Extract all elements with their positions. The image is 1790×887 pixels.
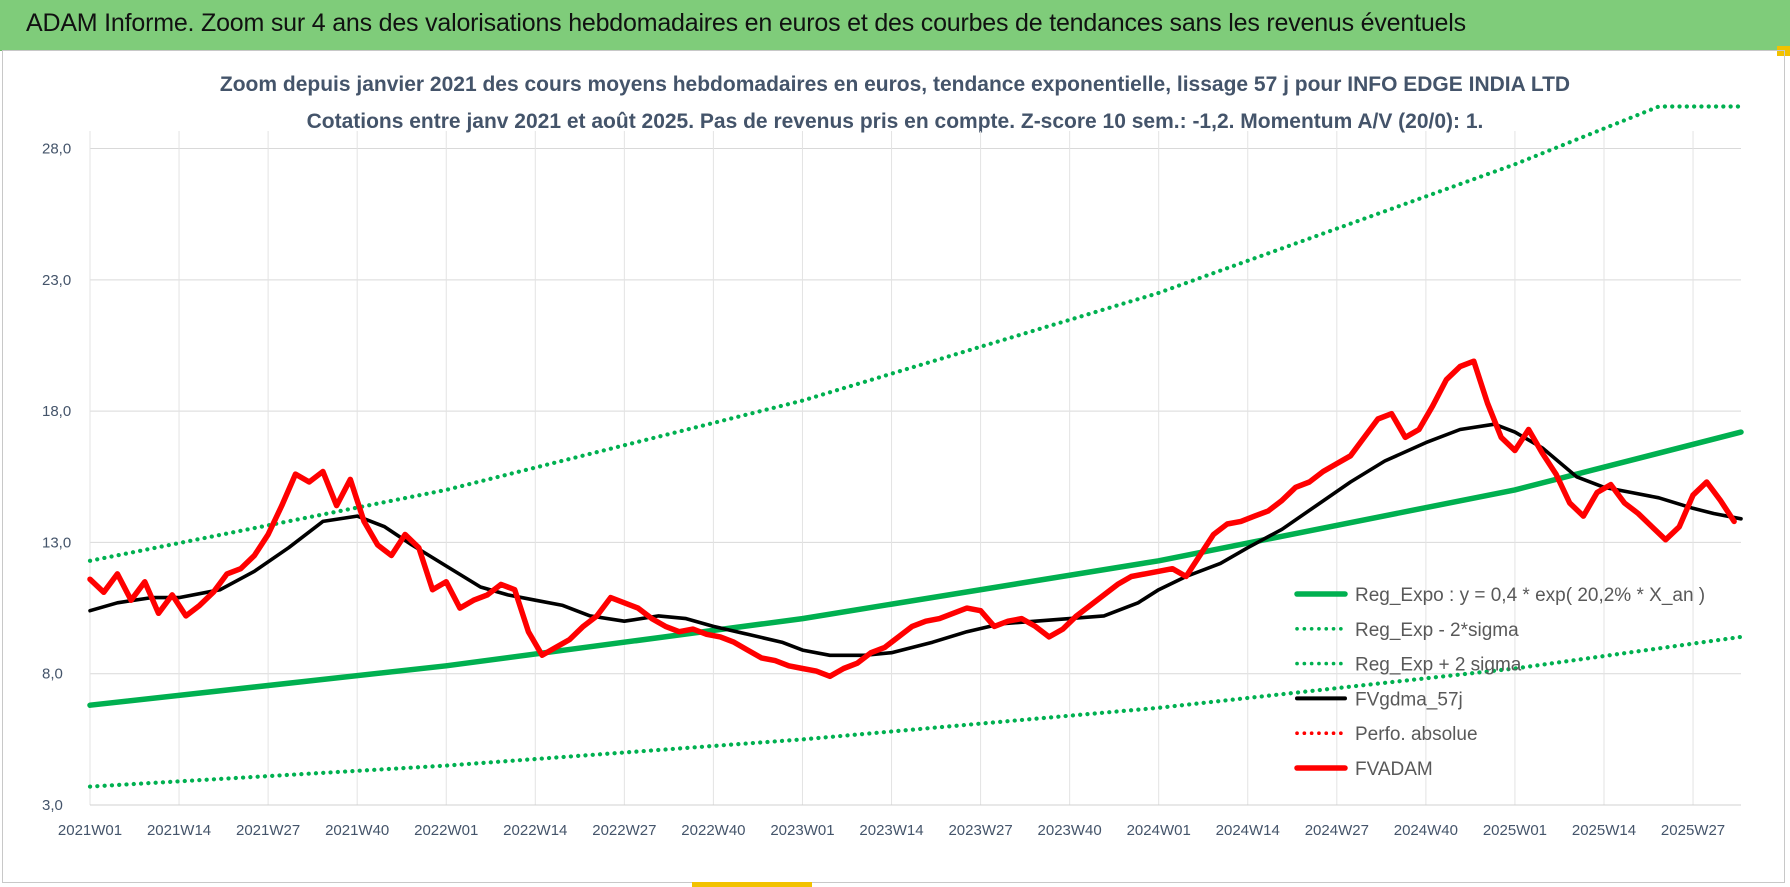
series-line-0	[87, 429, 1744, 708]
y-tick-label: 28,0	[42, 141, 71, 158]
x-tick-label: 2022W01	[414, 822, 478, 839]
y-tick-label: 8,0	[42, 666, 63, 683]
x-tick-label: 2022W14	[503, 822, 567, 839]
chart-subtitle: Cotations entre janv 2021 et août 2025. …	[306, 110, 1484, 133]
x-tick-label: 2024W40	[1394, 822, 1458, 839]
x-tick-label: 2021W27	[236, 822, 300, 839]
x-tick-label: 2023W40	[1038, 822, 1102, 839]
x-tick-label: 2024W14	[1216, 822, 1280, 839]
legend-label: Reg_Exp + 2 sigma	[1355, 655, 1522, 676]
y-tick-label: 3,0	[42, 797, 63, 814]
legend-label: Perfo. absolue	[1355, 724, 1478, 745]
corner-marker	[1777, 46, 1790, 56]
x-tick-label: 2023W01	[770, 822, 834, 839]
x-tick-label: 2024W01	[1127, 822, 1191, 839]
x-tick-label: 2025W14	[1572, 822, 1636, 839]
report-title: ADAM Informe. Zoom sur 4 ans des valoris…	[26, 9, 1466, 37]
x-tick-label: 2022W40	[681, 822, 745, 839]
report-banner: ADAM Informe. Zoom sur 4 ans des valoris…	[0, 0, 1790, 51]
chart-frame	[2, 50, 1785, 883]
x-tick-label: 2022W27	[592, 822, 656, 839]
x-tick-label: 2025W27	[1661, 822, 1725, 839]
bottom-marker	[692, 882, 812, 887]
x-tick-label: 2023W27	[948, 822, 1012, 839]
y-tick-label: 13,0	[42, 534, 71, 551]
x-tick-label: 2021W01	[58, 822, 122, 839]
series-line-1	[87, 634, 1744, 789]
x-tick-label: 2021W14	[147, 822, 211, 839]
x-tick-label: 2024W27	[1305, 822, 1369, 839]
chart-title: Zoom depuis janvier 2021 des cours moyen…	[219, 73, 1571, 96]
legend-label: FVADAM	[1355, 759, 1433, 780]
legend-label: Reg_Exp - 2*sigma	[1355, 620, 1519, 641]
y-tick-label: 18,0	[42, 403, 71, 420]
series-line-5	[87, 358, 1737, 680]
legend-label: Reg_Expo : y = 0,4 * exp( 20,2% * X_an )	[1355, 585, 1705, 606]
series-line-2	[87, 104, 1744, 563]
y-tick-label: 23,0	[42, 272, 71, 289]
legend-label: FVgdma_57j	[1355, 689, 1463, 710]
x-tick-label: 2025W01	[1483, 822, 1547, 839]
x-tick-label: 2021W40	[325, 822, 389, 839]
x-tick-label: 2023W14	[859, 822, 923, 839]
